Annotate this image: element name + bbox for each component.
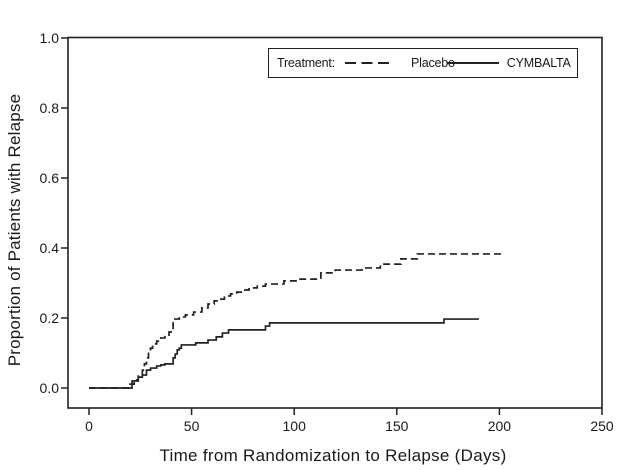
- y-tick-label: 0.4: [40, 240, 60, 256]
- y-tick-label: 1.0: [40, 30, 60, 46]
- x-tick-label: 200: [488, 418, 512, 434]
- legend: Treatment: Placebo CYMBALTA: [268, 48, 578, 78]
- placebo-dashed-line-icon: [344, 62, 391, 64]
- legend-label-cymbalta: CYMBALTA: [506, 56, 571, 70]
- y-tick-label: 0.0: [40, 380, 60, 396]
- x-tick-label: 150: [385, 418, 409, 434]
- series-placebo-curve: [89, 253, 504, 389]
- x-tick-label: 100: [283, 418, 307, 434]
- x-axis-title: Time from Randomization to Relapse (Days…: [159, 446, 507, 465]
- series-cymbalta-curve: [89, 318, 479, 389]
- x-tick-label: 50: [184, 418, 200, 434]
- y-tick-label: 0.8: [40, 100, 60, 116]
- y-axis-title: Proportion of Patients with Relapse: [5, 93, 24, 367]
- x-tick-label: 0: [85, 418, 93, 434]
- plot-frame: [67, 36, 603, 409]
- legend-label-placebo: Placebo: [410, 56, 455, 70]
- legend-title: Treatment:: [277, 56, 335, 70]
- y-tick-label: 0.6: [40, 170, 60, 186]
- cymbalta-solid-line-icon: [446, 62, 499, 64]
- x-tick-label: 250: [590, 418, 614, 434]
- y-tick-label: 0.2: [40, 310, 60, 326]
